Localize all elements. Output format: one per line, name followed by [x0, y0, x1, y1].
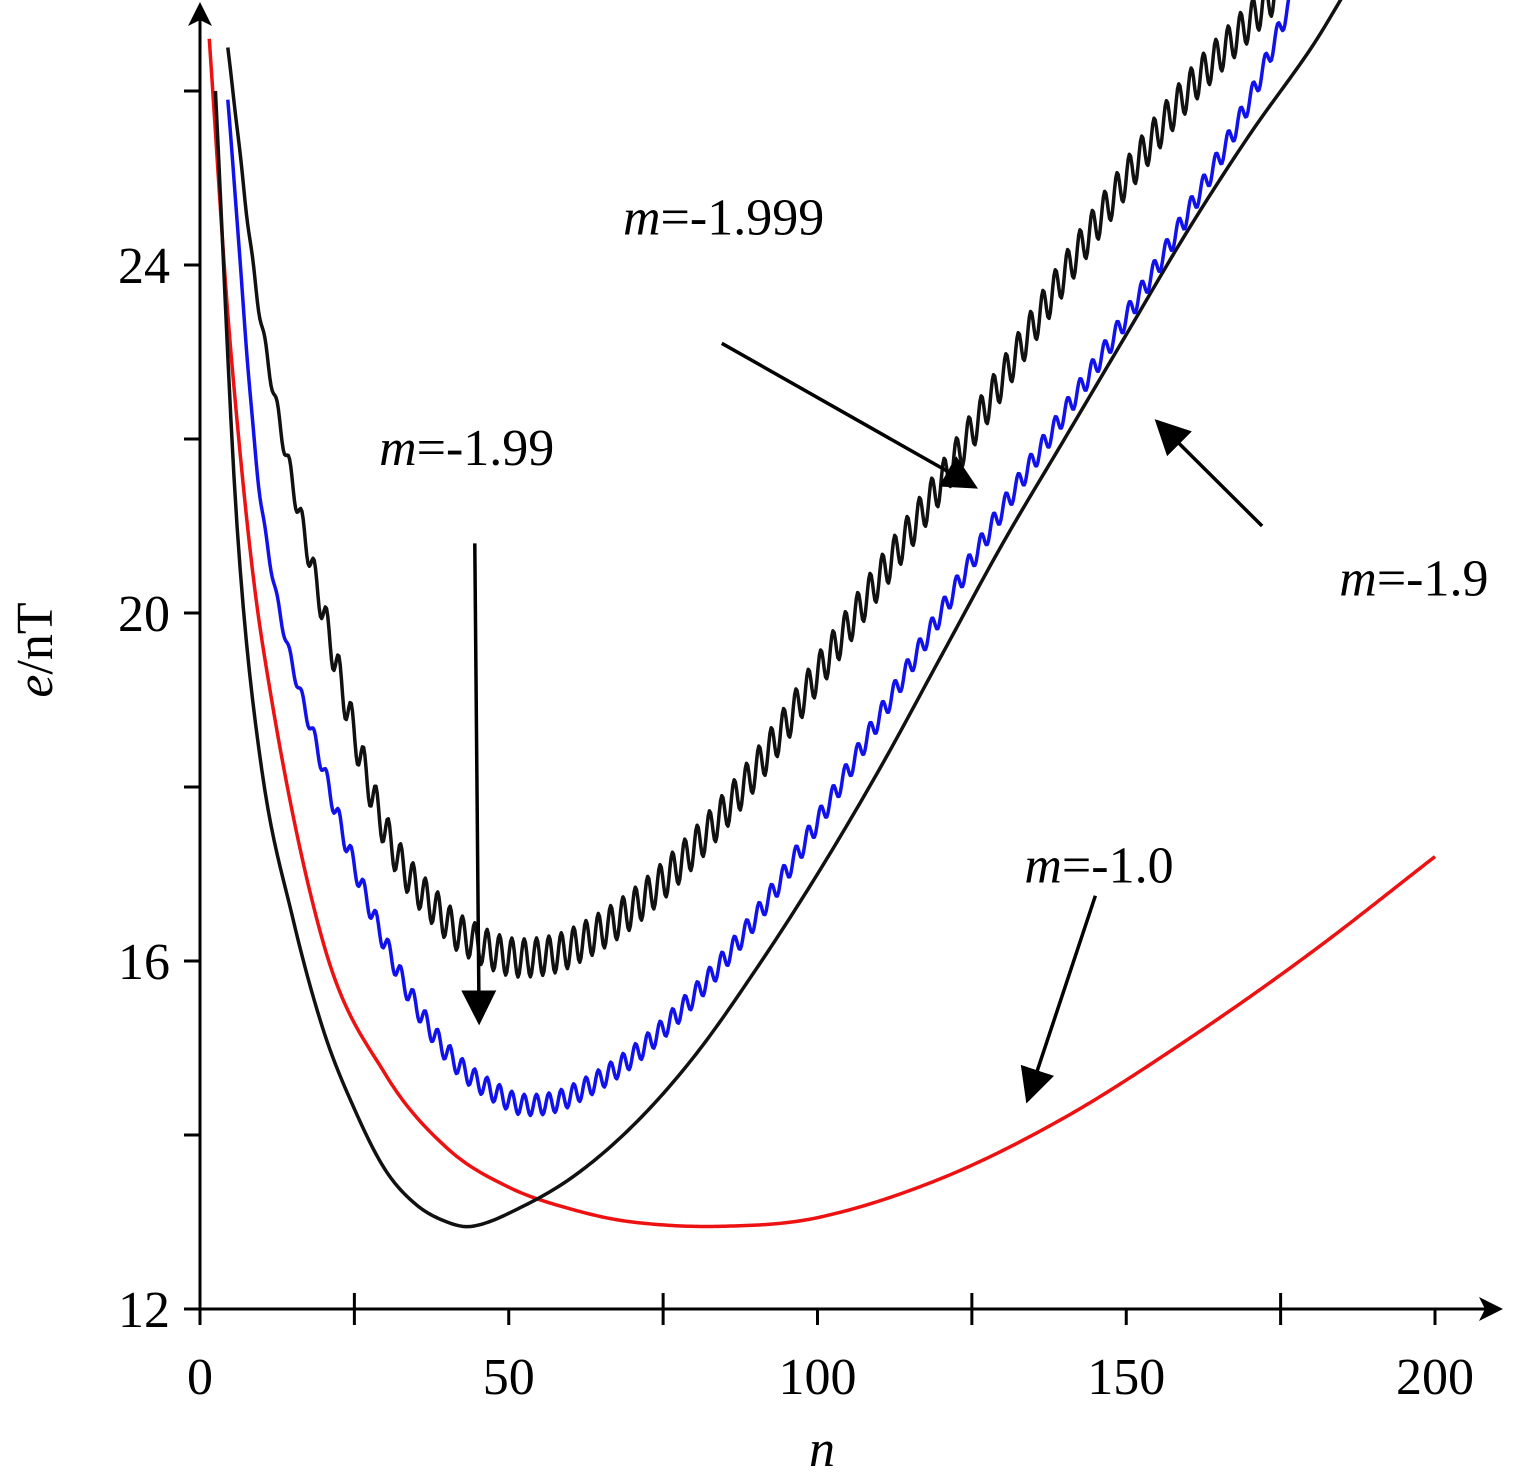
annotation-arrow [720, 341, 979, 489]
annotations: m=-1.999 m=-1.99 m=-1.9 m=-1.0 [379, 190, 1489, 1104]
annotation-arrow [461, 543, 497, 1026]
ticks: 0 50 100 150 200 12 16 20 24 [118, 89, 1474, 1406]
y-tick-label: 16 [118, 934, 170, 991]
annotation-label: m=-1.99 [379, 420, 554, 477]
x-tick-label: 200 [1396, 1349, 1474, 1406]
annotation-arrow [1020, 895, 1098, 1104]
series-line-m1_99 [226, 0, 1291, 1118]
x-axis-title: n [809, 1421, 835, 1478]
series-layer [207, 0, 1437, 1229]
annotation-arrow [1154, 419, 1264, 528]
y-tick-label: 24 [118, 238, 170, 295]
annotation-label: m=-1.9 [1339, 551, 1488, 608]
series-line-m1_0 [207, 38, 1437, 1229]
x-tick-label: 150 [1087, 1349, 1165, 1406]
x-tick-label: 100 [779, 1349, 857, 1406]
y-tick-label: 12 [118, 1282, 170, 1339]
x-tick-label: 0 [187, 1349, 213, 1406]
series-line-m1_9 [213, 0, 1343, 1229]
y-tick-label: 20 [118, 586, 170, 643]
axes [188, 2, 1503, 1321]
series-line-m1_999 [226, 0, 1276, 979]
annotation-label: m=-1.0 [1024, 838, 1173, 895]
y-axis-title-italic: e [7, 675, 64, 698]
annotation-label: m=-1.999 [623, 190, 824, 247]
x-tick-label: 50 [483, 1349, 535, 1406]
y-axis-title-rest: /nT [7, 602, 64, 674]
y-axis-title: e/nT [7, 602, 64, 697]
